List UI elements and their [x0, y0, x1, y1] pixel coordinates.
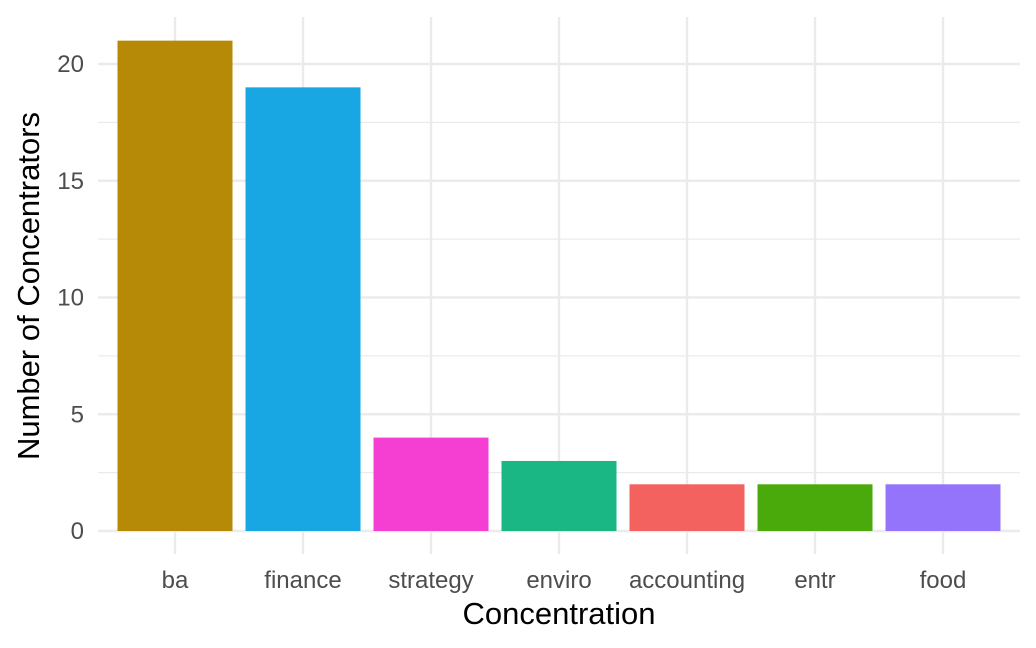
- x-tick-label: accounting: [629, 567, 745, 594]
- bar-finance: [245, 87, 361, 531]
- y-tick-label: 15: [57, 168, 84, 195]
- x-tick-label: food: [920, 567, 967, 594]
- y-axis-title: Number of Concentrators: [11, 112, 46, 460]
- x-tick-label: ba: [162, 567, 189, 594]
- bars: [117, 40, 1001, 532]
- bar-strategy: [373, 437, 489, 531]
- x-tick-label: enviro: [526, 567, 591, 594]
- x-tick-label: entr: [794, 567, 835, 594]
- bar-entr: [757, 484, 873, 531]
- y-axis-ticks: 0 5 10 15 20: [57, 51, 84, 545]
- bar-ba: [117, 40, 233, 532]
- x-axis-ticks: ba finance strategy enviro accounting entr foo…: [162, 567, 967, 594]
- y-tick-label: 5: [71, 401, 84, 428]
- x-axis-title: Concentration: [462, 596, 655, 631]
- bar-enviro: [501, 460, 617, 531]
- bar-accounting: [629, 484, 745, 531]
- x-tick-label: finance: [264, 567, 341, 594]
- y-tick-label: 0: [71, 518, 84, 545]
- bar-food: [885, 484, 1001, 531]
- y-tick-label: 20: [57, 51, 84, 78]
- y-tick-label: 10: [57, 285, 84, 312]
- x-tick-label: strategy: [388, 567, 473, 594]
